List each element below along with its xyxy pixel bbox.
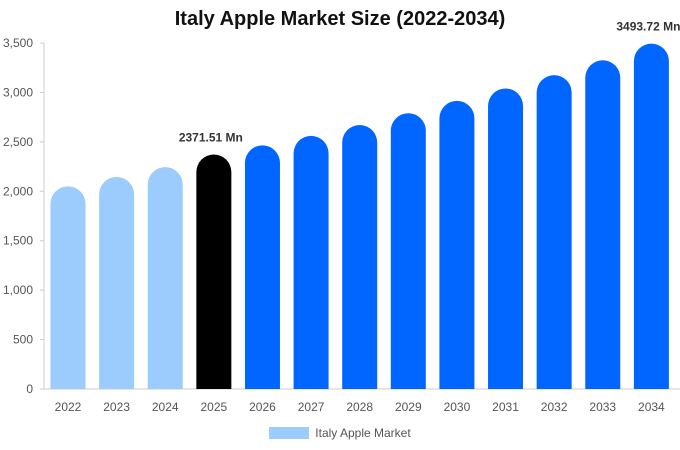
bar-2024: [147, 167, 183, 389]
bar-2030: [439, 100, 475, 390]
label-group: 2022 2023 2024 2025 2026 2027 2028 2029 2030 2031…: [55, 20, 680, 414]
x-tick-label: 2026: [249, 400, 276, 414]
x-tick-label: 2032: [541, 400, 568, 414]
y-tick-label: 2,500: [3, 135, 33, 149]
y-tick-label: 1,000: [3, 283, 33, 297]
bar-2026: [244, 145, 280, 389]
x-tick-label: 2022: [55, 400, 82, 414]
bar-2032: [536, 75, 572, 389]
data-label-2025: 2371.51 Mn: [179, 131, 243, 145]
chart-title: Italy Apple Market Size (2022-2034): [174, 8, 506, 30]
legend-label: Italy Apple Market: [315, 426, 411, 440]
y-tick-label: 1,500: [3, 234, 33, 248]
bar-2033: [585, 60, 621, 390]
x-tick-label: 2030: [444, 400, 471, 414]
x-tick-label: 2027: [298, 400, 325, 414]
x-tick-label: 2025: [200, 400, 227, 414]
bar-2023: [99, 176, 135, 389]
x-tick-label: 2029: [395, 400, 422, 414]
bar-2025: [196, 154, 232, 389]
bar-group: [50, 43, 669, 390]
bar-2022: [50, 186, 86, 389]
legend-swatch: [269, 427, 310, 439]
x-tick-label: 2031: [492, 400, 519, 414]
x-tick-label: 2023: [103, 400, 130, 414]
bar-2034: [633, 43, 669, 390]
bar-2031: [488, 88, 524, 389]
legend: Italy Apple Market: [0, 426, 680, 440]
y-tick-label: 3,000: [3, 85, 33, 99]
bar-2029: [390, 113, 426, 389]
y-tick-label: 0: [26, 382, 33, 396]
bar-2027: [293, 135, 329, 389]
x-tick-label: 2033: [589, 400, 616, 414]
bar-2028: [342, 125, 378, 390]
x-tick-label: 2024: [152, 400, 179, 414]
y-tick-label: 3,500: [3, 36, 33, 50]
data-label-2034: 3493.72 Mn: [616, 20, 680, 34]
x-tick-label: 2028: [346, 400, 373, 414]
y-tick-label: 2,000: [3, 184, 33, 198]
x-tick-label: 2034: [638, 400, 665, 414]
y-tick-label: 500: [13, 333, 33, 347]
